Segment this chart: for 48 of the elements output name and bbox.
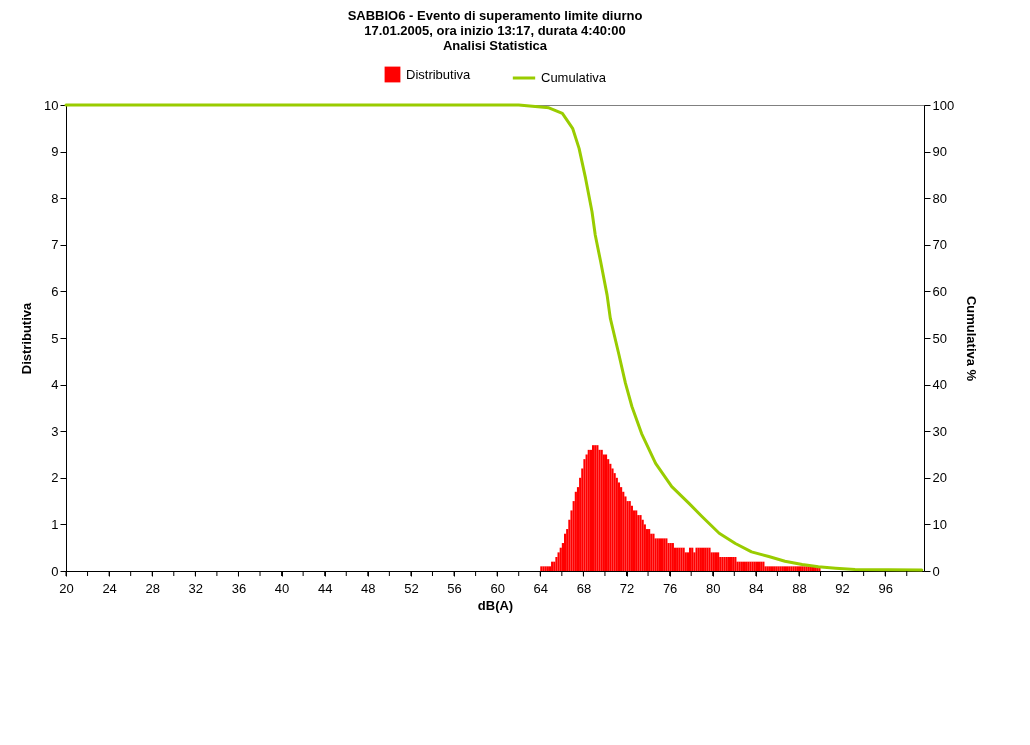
y-tick-label: 3	[51, 423, 59, 439]
x-tick-label: 28	[145, 580, 160, 596]
y-tick-label: 5	[51, 330, 59, 346]
y2-tick-label: 80	[932, 190, 947, 206]
y2-axis-title: Cumulativa %	[964, 295, 980, 382]
y2-tick-label: 40	[932, 377, 947, 393]
x-tick-label: 44	[317, 580, 333, 596]
y-tick-label: 8	[51, 190, 59, 206]
y-tick-label: 7	[51, 237, 59, 253]
y2-tick-label: 10	[932, 516, 947, 532]
chart-title: SABBIO6 - Evento di superamento limite diurno 17.01.2005, ora inizio 13:17, durata 4:40:00 Analisi Statistica	[347, 8, 643, 53]
y-tick-label: 4	[51, 377, 59, 393]
y2-tick-label: 100	[932, 97, 955, 113]
x-tick-label: 80	[706, 580, 721, 596]
y2-tick-label: 30	[932, 423, 947, 439]
x-tick-label: 76	[662, 580, 678, 596]
legend-label: Cumulativa	[541, 70, 607, 85]
x-tick-label: 20	[59, 580, 74, 596]
y-tick-label: 9	[51, 144, 59, 160]
x-tick-label: 64	[533, 580, 549, 596]
y-tick-label: 1	[51, 516, 59, 532]
x-tick-label: 72	[619, 580, 635, 596]
legend-label: Distributiva	[406, 66, 472, 82]
x-tick-label: 48	[361, 580, 376, 596]
y-tick-label: 6	[51, 283, 59, 299]
x-axis-title: dB(A)	[477, 597, 514, 613]
y-tick-label: 10	[44, 97, 59, 113]
x-tick-label: 84	[749, 580, 764, 596]
x-tick-label: 56	[447, 580, 462, 596]
x-tick-label: 68	[576, 580, 592, 596]
x-tick-label: 32	[188, 580, 204, 596]
y2-tick-label: 60	[932, 283, 947, 299]
y-tick-label: 2	[51, 470, 59, 486]
x-tick-label: 60	[490, 580, 505, 596]
y2-tick-label: 0	[932, 563, 940, 579]
x-tick-label: 52	[404, 580, 419, 596]
x-tick-label: 96	[878, 580, 893, 596]
y2-tick-label: 90	[932, 144, 947, 160]
y-tick-label: 0	[51, 563, 59, 579]
y2-tick-label: 70	[932, 237, 947, 253]
y2-tick-label: 20	[932, 470, 947, 486]
x-tick-label: 92	[835, 580, 850, 596]
y2-tick-label: 50	[932, 330, 947, 346]
x-tick-label: 24	[102, 580, 117, 596]
x-tick-label: 36	[231, 580, 247, 596]
y-axis-title: Distributiva	[19, 301, 35, 375]
x-tick-label: 88	[792, 580, 807, 596]
x-tick-label: 40	[274, 580, 290, 596]
